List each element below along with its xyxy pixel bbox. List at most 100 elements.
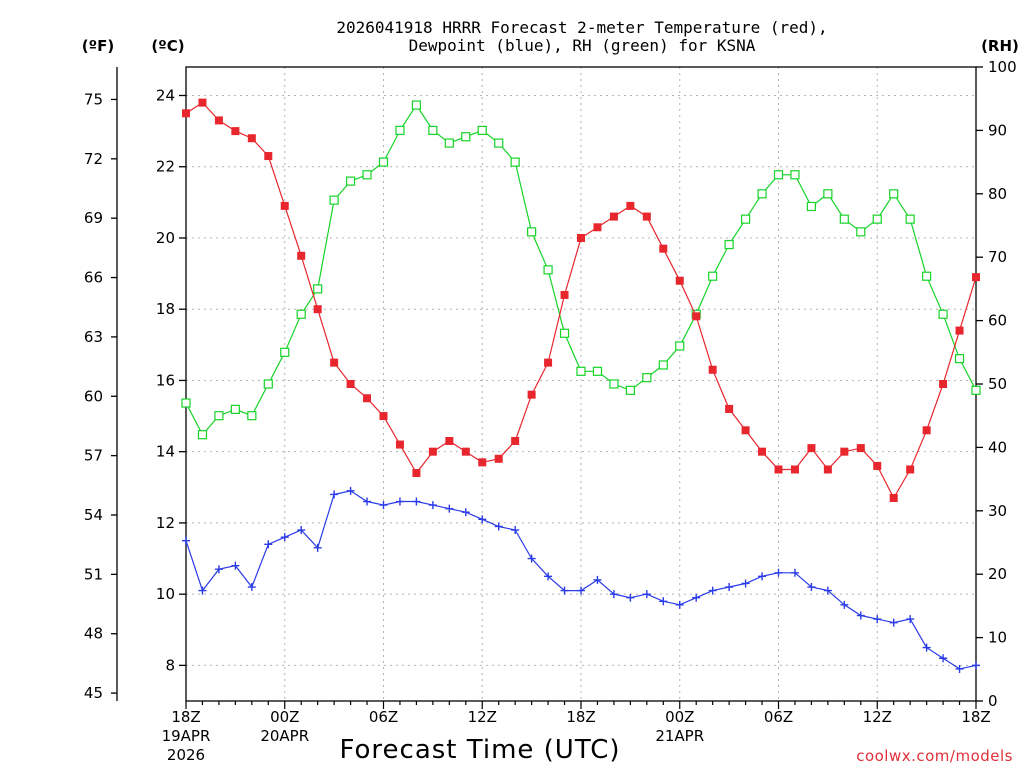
rh-point bbox=[708, 271, 718, 281]
celsius-tick-label: 8 bbox=[165, 656, 175, 674]
rh-point bbox=[922, 271, 932, 281]
rh-point bbox=[197, 430, 208, 440]
dewpoint-point bbox=[972, 661, 980, 670]
temperature-point bbox=[823, 465, 832, 474]
rh-point bbox=[362, 170, 372, 180]
temperature-point bbox=[478, 458, 487, 467]
dewpoint-point bbox=[790, 568, 799, 577]
x-tick-label: 18Z bbox=[171, 708, 200, 726]
temperature-point bbox=[395, 440, 404, 449]
dewpoint-point bbox=[889, 618, 898, 627]
rh-point bbox=[806, 201, 817, 212]
rh-point bbox=[658, 360, 668, 370]
fahrenheit-tick-label: 48 bbox=[84, 625, 103, 643]
temperature-point bbox=[297, 251, 306, 260]
temperature-point bbox=[280, 201, 289, 210]
dewpoint-point bbox=[395, 497, 404, 506]
rh-point bbox=[954, 354, 965, 364]
rh-point bbox=[378, 157, 389, 167]
temperature-point bbox=[428, 447, 437, 456]
dewpoint-point bbox=[758, 572, 767, 581]
rh-point bbox=[280, 347, 290, 357]
dewpoint-point bbox=[428, 501, 437, 510]
celsius-tick-label: 10 bbox=[156, 585, 175, 603]
celsius-tick-label: 18 bbox=[156, 300, 175, 318]
temperature-point bbox=[939, 380, 948, 388]
temperature-point bbox=[264, 152, 273, 161]
temperature-point bbox=[593, 223, 602, 232]
rh-point bbox=[477, 125, 487, 136]
temperature-point bbox=[511, 436, 520, 445]
rh-point bbox=[724, 239, 734, 250]
x-tick-label: 18Z bbox=[961, 708, 990, 726]
temperature-point bbox=[214, 116, 223, 125]
rh-tick-label: 50 bbox=[988, 375, 1007, 393]
dewpoint-point bbox=[741, 579, 750, 588]
x-axis-title: Forecast Time (UTC) bbox=[339, 735, 620, 765]
rh-point bbox=[642, 373, 652, 383]
temperature-point bbox=[692, 312, 701, 321]
x-tick-date-label: 20APR bbox=[260, 727, 309, 745]
rh-tick-label: 10 bbox=[988, 629, 1007, 647]
temperature-point bbox=[577, 233, 585, 242]
x-tick-label: 12Z bbox=[863, 708, 892, 726]
rh-point bbox=[214, 411, 224, 421]
dewpoint-point bbox=[346, 486, 355, 495]
fahrenheit-tick-label: 63 bbox=[84, 328, 103, 346]
temperature-point bbox=[461, 447, 470, 456]
rh-tick-label: 60 bbox=[988, 312, 1007, 330]
temperature-point bbox=[807, 444, 816, 453]
rh-point bbox=[461, 132, 471, 142]
dewpoint-point bbox=[198, 586, 207, 595]
rh-point bbox=[313, 284, 323, 294]
fahrenheit-axis-unit: (ºF) bbox=[82, 37, 114, 55]
rh-point bbox=[625, 385, 635, 395]
temperature-point bbox=[445, 436, 454, 445]
rh-point bbox=[411, 100, 422, 110]
celsius-tick-label: 14 bbox=[156, 443, 175, 461]
rh-point bbox=[856, 227, 866, 237]
x-tick-date-label: 19APR bbox=[162, 727, 211, 745]
temperature-point bbox=[922, 426, 931, 435]
temperature-point bbox=[790, 465, 799, 474]
x-tick-year-label: 2026 bbox=[167, 746, 205, 764]
dewpoint-point bbox=[494, 522, 503, 531]
rh-tick-label: 40 bbox=[988, 438, 1007, 456]
temperature-point bbox=[544, 358, 553, 367]
dewpoint-point bbox=[774, 568, 783, 577]
axes: 8 10 12 14 16 18 20 22 24 45 48 51 54 57 60 63 66 69 72 75 0… bbox=[84, 58, 1017, 764]
dewpoint-point bbox=[445, 504, 454, 513]
celsius-tick-label: 20 bbox=[156, 229, 175, 247]
celsius-tick-label: 22 bbox=[156, 158, 175, 176]
temperature-point bbox=[609, 212, 618, 221]
rh-point bbox=[609, 379, 619, 389]
temperature-series bbox=[182, 98, 980, 502]
fahrenheit-tick-label: 57 bbox=[84, 447, 103, 465]
rh-point bbox=[592, 366, 603, 376]
dewpoint-point bbox=[807, 583, 816, 592]
dewpoint-point bbox=[231, 561, 240, 570]
dewpoint-point bbox=[873, 615, 882, 624]
temperature-point bbox=[840, 447, 849, 456]
dewpoint-point bbox=[313, 543, 322, 552]
temperature-point bbox=[889, 493, 898, 502]
dewpoint-point bbox=[280, 533, 289, 542]
rh-point bbox=[181, 398, 191, 408]
fahrenheit-tick-label: 69 bbox=[84, 209, 103, 227]
temperature-point bbox=[955, 326, 964, 335]
temperature-point bbox=[198, 98, 207, 107]
rh-point bbox=[345, 176, 356, 186]
temperature-point bbox=[231, 127, 240, 136]
rh-point bbox=[905, 214, 915, 224]
dewpoint-point bbox=[609, 590, 618, 599]
dewpoint-point bbox=[626, 593, 635, 602]
x-tick-label: 00Z bbox=[270, 708, 299, 726]
temperature-point bbox=[346, 380, 355, 388]
temperature-point bbox=[379, 412, 388, 421]
dewpoint-point bbox=[823, 586, 832, 595]
dewpoint-point bbox=[560, 586, 569, 595]
dewpoint-point bbox=[922, 643, 931, 652]
celsius-axis-unit: (ºC) bbox=[151, 37, 184, 55]
temperature-point bbox=[626, 201, 635, 210]
dewpoint-point bbox=[708, 586, 717, 595]
